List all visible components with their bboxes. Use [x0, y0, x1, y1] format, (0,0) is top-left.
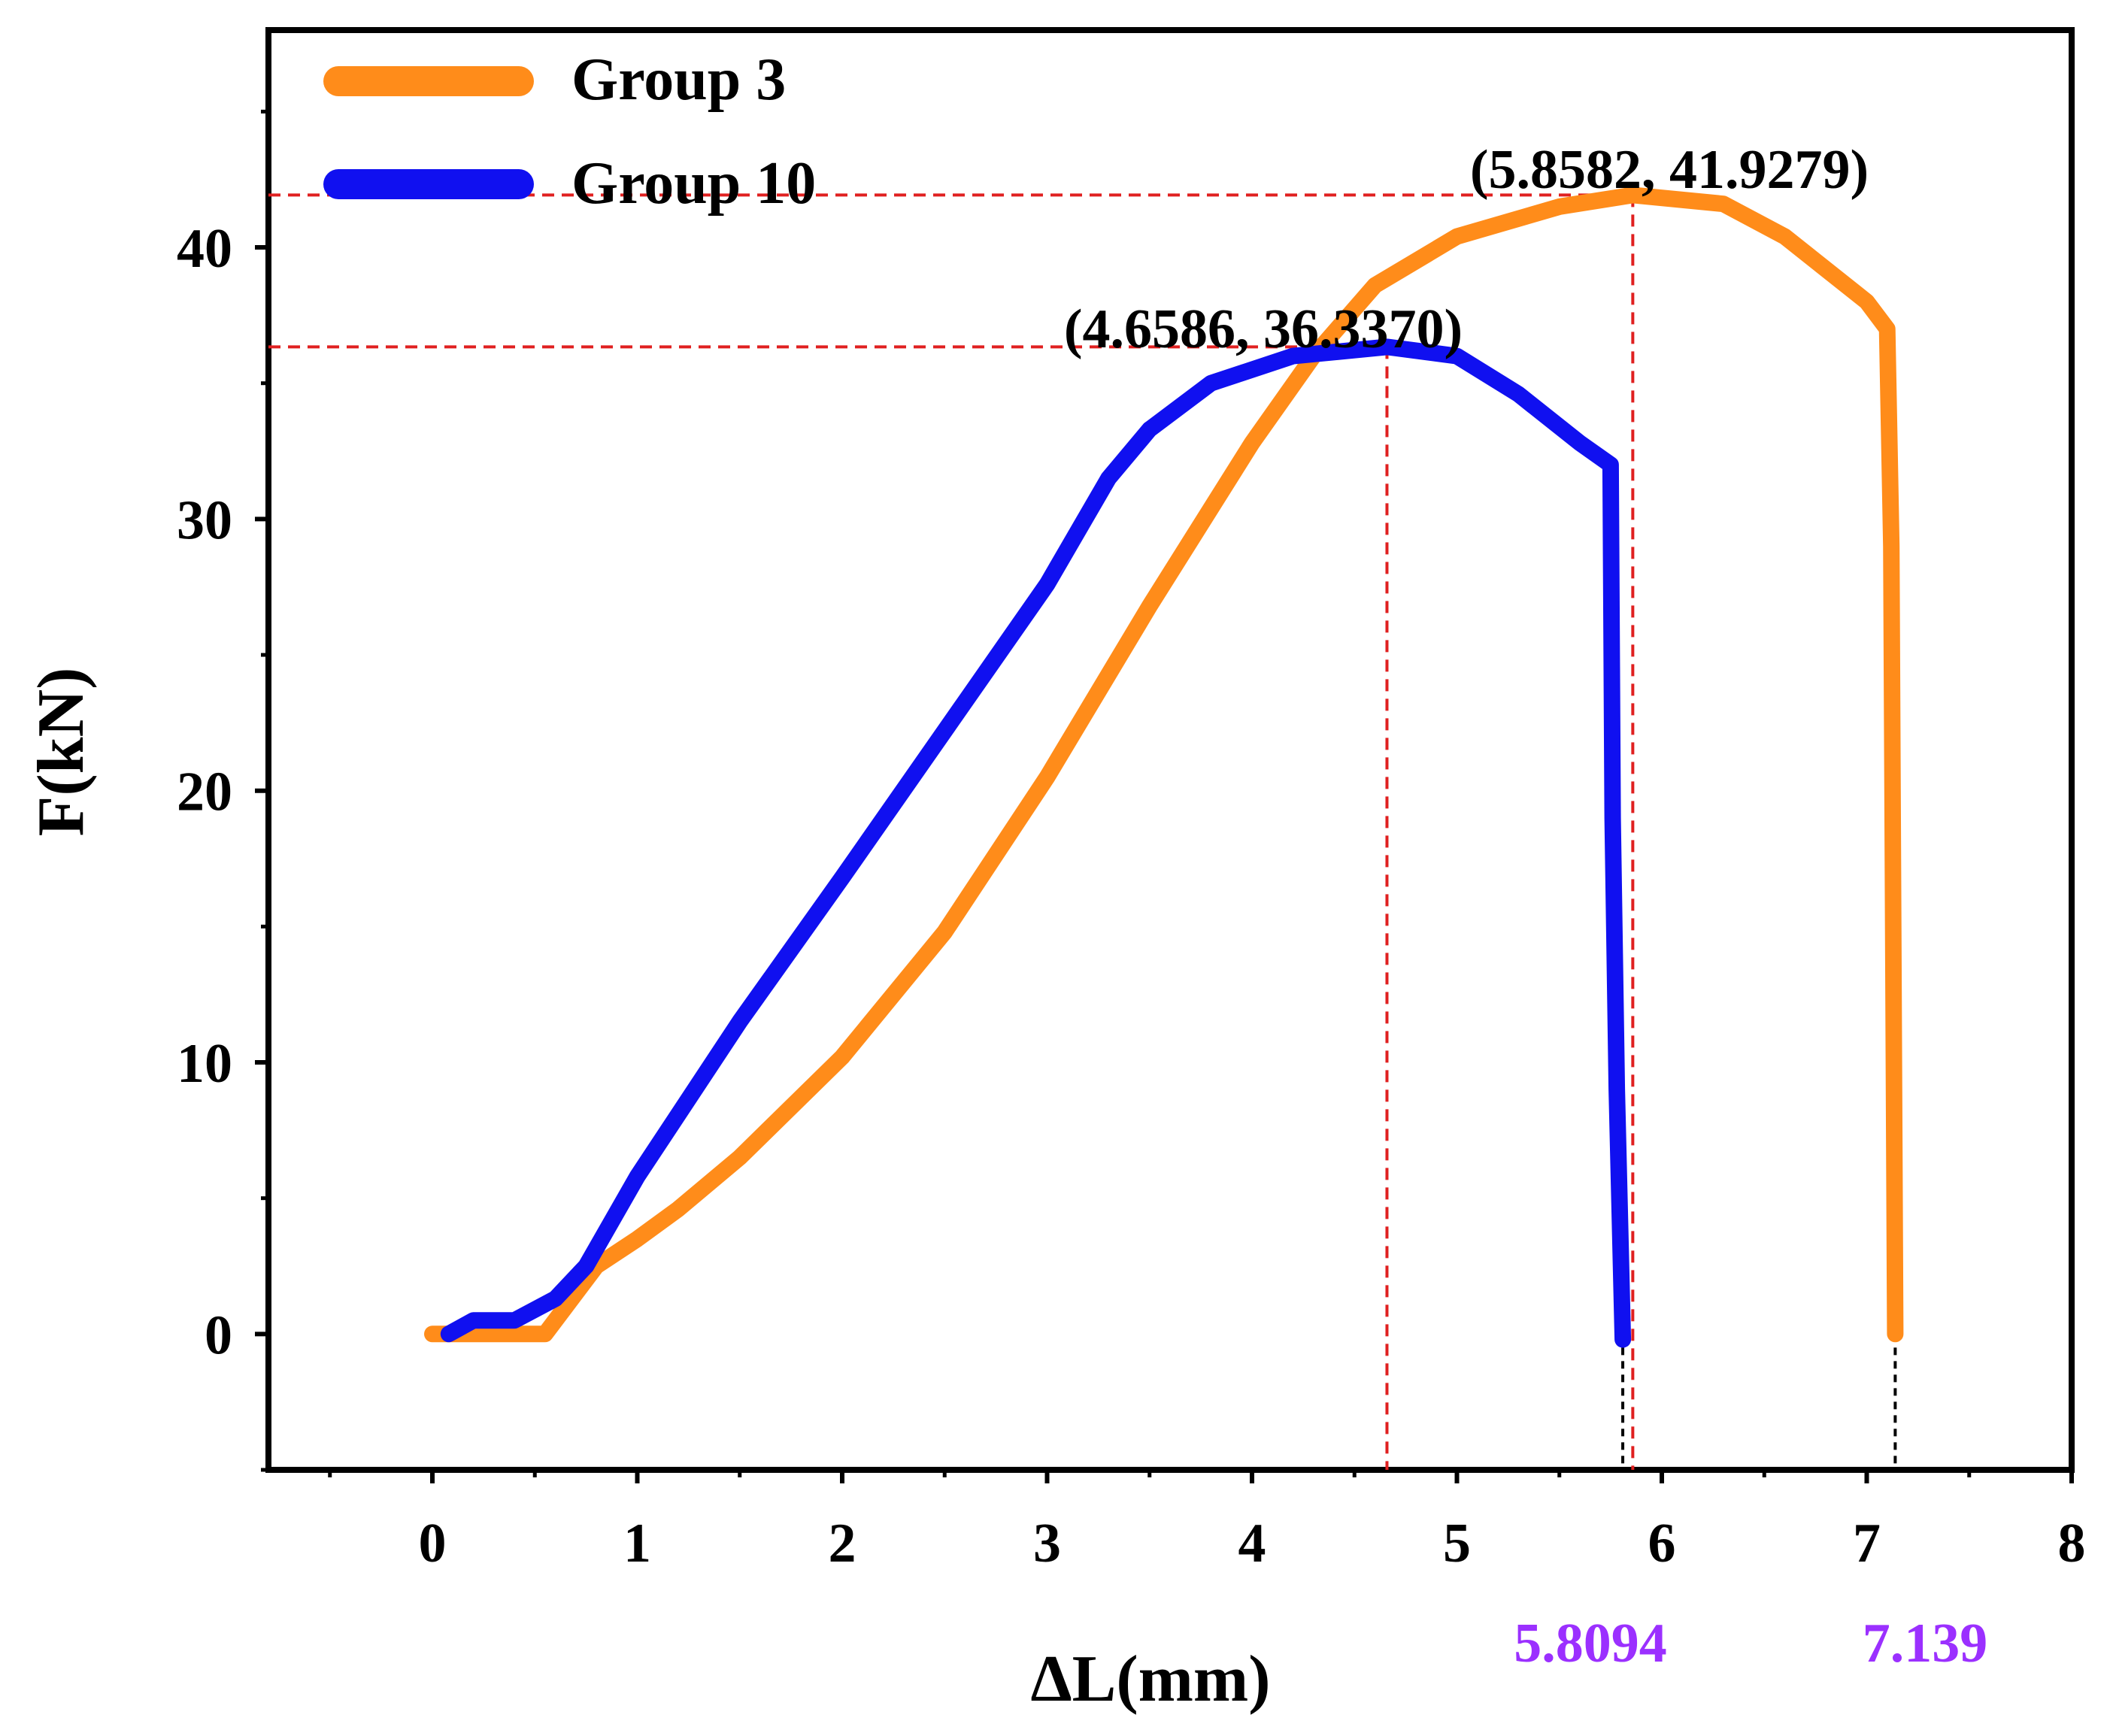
- x-axis-title: ΔL(mm): [1030, 1643, 1270, 1716]
- break-label-group3: 7.139: [1863, 1613, 1988, 1674]
- x-tick-label: 6: [1648, 1513, 1676, 1574]
- legend-label-group3: Group 3: [571, 47, 786, 113]
- series-line-group3: [424, 186, 1904, 1343]
- series-line-group10: [440, 338, 1632, 1348]
- y-tick-label: 40: [177, 218, 232, 280]
- y-axis-ticks: 0 10 20 30 40: [177, 109, 268, 1472]
- x-tick-label: 7: [1853, 1513, 1881, 1574]
- y-tick-label: 0: [205, 1304, 232, 1366]
- y-tick-label: 30: [177, 489, 232, 551]
- x-tick-label: 4: [1238, 1513, 1266, 1574]
- x-tick-label: 3: [1033, 1513, 1061, 1574]
- x-tick-label: 5: [1443, 1513, 1471, 1574]
- x-axis-ticks: 0 1 2 3 4 5 6 7 8: [328, 1470, 2086, 1574]
- y-tick-label: 20: [177, 762, 232, 823]
- x-tick-label: 0: [419, 1513, 447, 1574]
- y-axis-title: F(kN): [25, 668, 98, 837]
- legend: Group 3 Group 10: [323, 47, 816, 217]
- legend-label-group10: Group 10: [571, 150, 816, 217]
- y-tick-label: 10: [177, 1033, 232, 1095]
- x-tick-label: 8: [2058, 1513, 2086, 1574]
- x-tick-label: 1: [623, 1513, 651, 1574]
- plot-area-frame: [265, 27, 2075, 1473]
- x-tick-label: 2: [829, 1513, 856, 1574]
- break-label-group10: 5.8094: [1514, 1613, 1667, 1674]
- peak-label-group3: (5.8582, 41.9279): [1470, 139, 1869, 201]
- peak-label-group10: (4.6586, 36.3370): [1064, 298, 1463, 360]
